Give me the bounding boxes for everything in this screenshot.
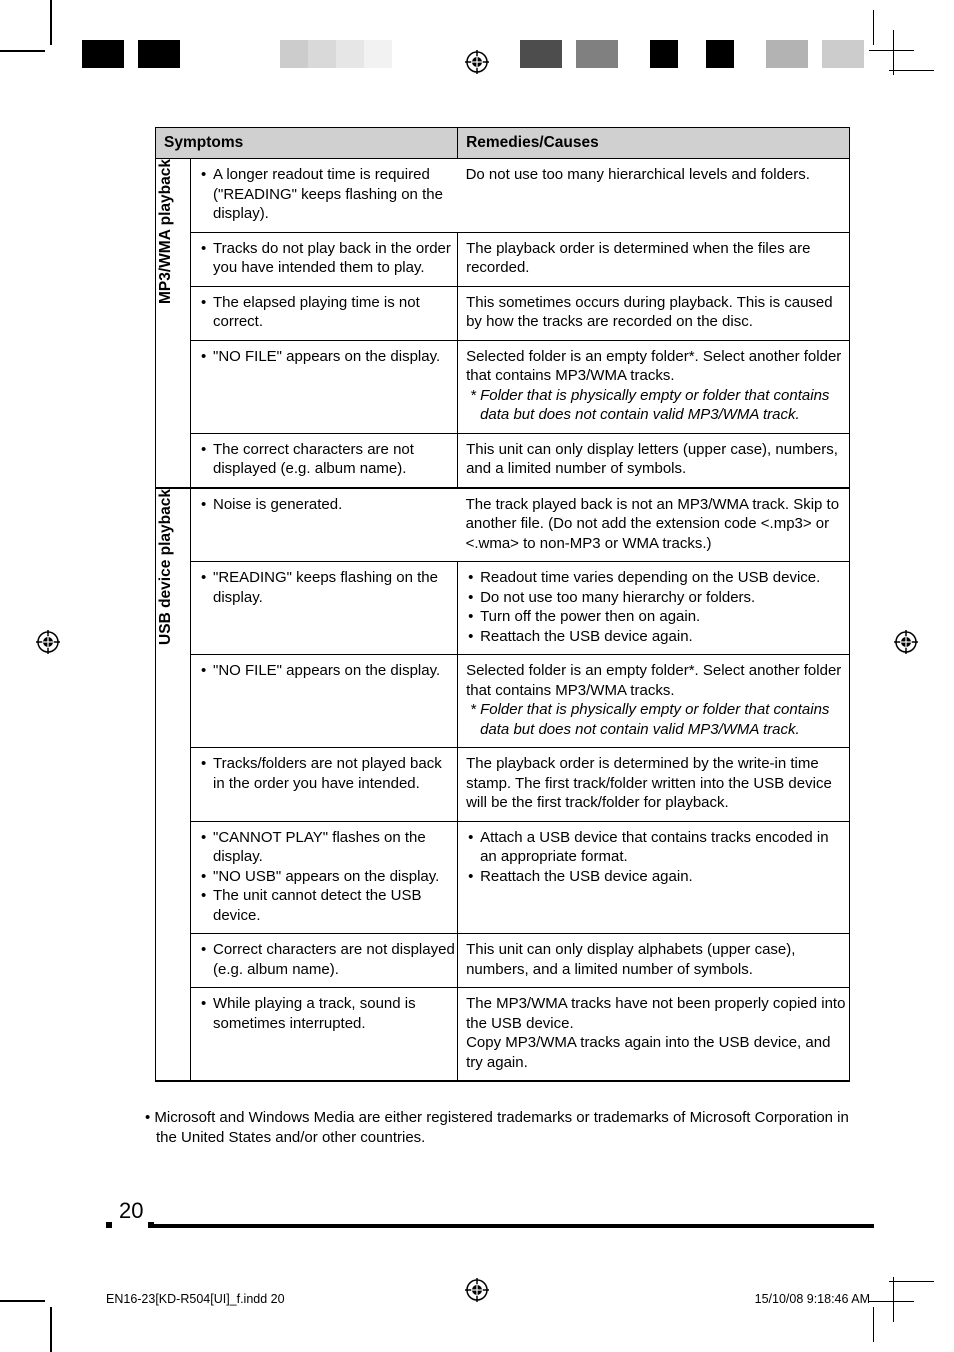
symptom-item: Tracks/folders are not played back in th… bbox=[199, 754, 455, 793]
remedy-item: Do not use too many hierarchy or folders… bbox=[466, 588, 847, 608]
table-row: MP3/WMA playbackA longer readout time is… bbox=[156, 159, 850, 233]
remedy-cell: This unit can only display letters (uppe… bbox=[458, 433, 850, 488]
trademark-footnote: Microsoft and Windows Media are either r… bbox=[142, 1108, 867, 1147]
crop-mark bbox=[873, 1307, 874, 1342]
remedy-text: This sometimes occurs during playback. T… bbox=[466, 293, 847, 332]
table-row: While playing a track, sound is sometime… bbox=[156, 988, 850, 1082]
remedy-cell: The track played back is not an MP3/WMA … bbox=[458, 488, 850, 562]
remedy-cell: The playback order is determined by the … bbox=[458, 748, 850, 822]
symptom-item: Correct characters are not displayed (e.… bbox=[199, 940, 455, 979]
section-label-text: USB device playback bbox=[156, 489, 190, 645]
crop-mark bbox=[893, 1277, 894, 1322]
crop-mark bbox=[889, 70, 934, 71]
remedy-text: The playback order is determined by the … bbox=[466, 754, 847, 813]
symptom-item: A longer readout time is required ("READ… bbox=[199, 165, 456, 224]
symptom-cell: Tracks do not play back in the order you… bbox=[191, 232, 458, 286]
registration-mark-icon bbox=[36, 630, 60, 654]
remedy-item: Reattach the USB device again. bbox=[466, 627, 847, 647]
symptom-item: "CANNOT PLAY" flashes on the display. bbox=[199, 828, 455, 867]
symptom-cell: "CANNOT PLAY" flashes on the display."NO… bbox=[191, 821, 458, 934]
printer-color-bar bbox=[520, 40, 864, 68]
section-label: USB device playback bbox=[156, 488, 191, 1082]
table-row: "READING" keeps flashing on the display.… bbox=[156, 562, 850, 655]
section-label: MP3/WMA playback bbox=[156, 159, 191, 488]
table-row: USB device playbackNoise is generated.Th… bbox=[156, 488, 850, 562]
col-header-symptoms: Symptoms bbox=[156, 128, 458, 159]
symptom-item: "READING" keeps flashing on the display. bbox=[199, 568, 455, 607]
page-number: 20 bbox=[119, 1198, 143, 1224]
symptom-cell: Correct characters are not displayed (e.… bbox=[191, 934, 458, 988]
table-row: The elapsed playing time is not correct.… bbox=[156, 286, 850, 340]
crop-mark bbox=[50, 1307, 52, 1352]
remedy-item: Attach a USB device that contains tracks… bbox=[466, 828, 847, 867]
symptom-item: Noise is generated. bbox=[199, 495, 456, 515]
remedy-cell: Do not use too many hierarchical levels … bbox=[458, 159, 850, 233]
footer-timestamp: 15/10/08 9:18:46 AM bbox=[755, 1292, 870, 1306]
remedy-footnote: * Folder that is physically empty or fol… bbox=[466, 386, 847, 425]
table-row: Correct characters are not displayed (e.… bbox=[156, 934, 850, 988]
table-row: "NO FILE" appears on the display. Selecte… bbox=[156, 340, 850, 433]
symptom-item: "NO USB" appears on the display. bbox=[199, 867, 455, 887]
remedy-cell: The MP3/WMA tracks have not been properl… bbox=[458, 988, 850, 1082]
symptom-cell: "READING" keeps flashing on the display. bbox=[191, 562, 458, 655]
symptom-cell: Tracks/folders are not played back in th… bbox=[191, 748, 458, 822]
page-number-bar: 20 bbox=[106, 1204, 874, 1228]
symptom-item: While playing a track, sound is sometime… bbox=[199, 994, 455, 1033]
registration-mark-icon bbox=[465, 1278, 489, 1302]
remedy-footnote: * Folder that is physically empty or fol… bbox=[466, 700, 847, 739]
troubleshooting-table: Symptoms Remedies/Causes MP3/WMA playbac… bbox=[155, 127, 850, 1082]
crop-mark bbox=[0, 50, 45, 52]
crop-mark bbox=[873, 10, 874, 45]
remedy-item: Reattach the USB device again. bbox=[466, 867, 847, 887]
symptom-item: Tracks do not play back in the order you… bbox=[199, 239, 455, 278]
registration-mark-icon bbox=[894, 630, 918, 654]
table-row: Tracks/folders are not played back in th… bbox=[156, 748, 850, 822]
symptom-cell: A longer readout time is required ("READ… bbox=[191, 159, 458, 233]
symptom-cell: "NO FILE" appears on the display. bbox=[191, 340, 458, 433]
remedy-text: The playback order is determined when th… bbox=[466, 239, 847, 278]
symptom-item: The unit cannot detect the USB device. bbox=[199, 886, 455, 925]
symptom-item: The elapsed playing time is not correct. bbox=[199, 293, 455, 332]
remedy-cell: Readout time varies depending on the USB… bbox=[458, 562, 850, 655]
symptom-cell: While playing a track, sound is sometime… bbox=[191, 988, 458, 1082]
printer-color-bar bbox=[82, 40, 420, 68]
remedy-text: This unit can only display letters (uppe… bbox=[466, 440, 847, 479]
remedy-text: Do not use too many hierarchical levels … bbox=[466, 165, 847, 185]
crop-mark bbox=[869, 1301, 914, 1302]
remedy-text: Selected folder is an empty folder*. Sel… bbox=[466, 661, 847, 700]
crop-mark bbox=[889, 1281, 934, 1282]
registration-mark-icon bbox=[465, 50, 489, 74]
symptom-cell: Noise is generated. bbox=[191, 488, 458, 562]
remedy-cell: Attach a USB device that contains tracks… bbox=[458, 821, 850, 934]
crop-mark bbox=[869, 50, 914, 51]
footer-filename: EN16-23[KD-R504[UI]_f.indd 20 bbox=[106, 1292, 285, 1306]
remedy-cell: The playback order is determined when th… bbox=[458, 232, 850, 286]
remedy-item: Turn off the power then on again. bbox=[466, 607, 847, 627]
remedy-cell: This unit can only display alphabets (up… bbox=[458, 934, 850, 988]
symptom-cell: The correct characters are not displayed… bbox=[191, 433, 458, 488]
crop-mark bbox=[50, 0, 52, 45]
crop-mark bbox=[0, 1300, 45, 1302]
symptom-cell: "NO FILE" appears on the display. bbox=[191, 655, 458, 748]
remedy-text: The track played back is not an MP3/WMA … bbox=[466, 495, 847, 554]
remedy-text: This unit can only display alphabets (up… bbox=[466, 940, 847, 979]
symptom-item: "NO FILE" appears on the display. bbox=[199, 347, 455, 367]
remedy-cell: This sometimes occurs during playback. T… bbox=[458, 286, 850, 340]
remedy-cell: Selected folder is an empty folder*. Sel… bbox=[458, 655, 850, 748]
table-row: "NO FILE" appears on the display. Selecte… bbox=[156, 655, 850, 748]
section-label-text: MP3/WMA playback bbox=[156, 159, 190, 304]
remedy-text: Selected folder is an empty folder*. Sel… bbox=[466, 347, 847, 386]
symptom-cell: The elapsed playing time is not correct. bbox=[191, 286, 458, 340]
table-row: Tracks do not play back in the order you… bbox=[156, 232, 850, 286]
col-header-remedies: Remedies/Causes bbox=[458, 128, 850, 159]
symptom-item: The correct characters are not displayed… bbox=[199, 440, 455, 479]
table-row: The correct characters are not displayed… bbox=[156, 433, 850, 488]
remedy-text: The MP3/WMA tracks have not been properl… bbox=[466, 994, 847, 1072]
remedy-cell: Selected folder is an empty folder*. Sel… bbox=[458, 340, 850, 433]
table-row: "CANNOT PLAY" flashes on the display."NO… bbox=[156, 821, 850, 934]
remedy-item: Readout time varies depending on the USB… bbox=[466, 568, 847, 588]
symptom-item: "NO FILE" appears on the display. bbox=[199, 661, 455, 681]
crop-mark bbox=[893, 30, 894, 75]
